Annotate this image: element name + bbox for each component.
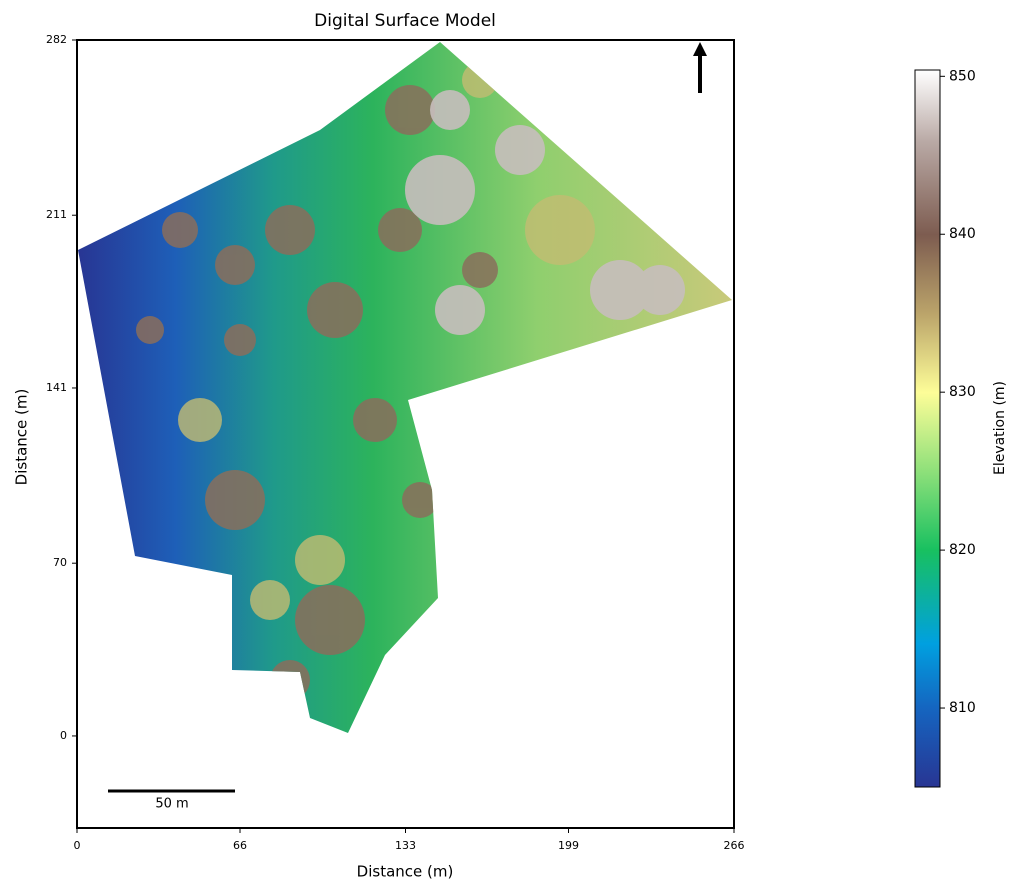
y-tick-label: 0 xyxy=(60,729,67,742)
colorbar-label: Elevation (m) xyxy=(992,381,1008,475)
x-tick-label: 133 xyxy=(395,839,416,852)
colorbar-tick-label: 830 xyxy=(949,384,976,400)
x-tick-label: 66 xyxy=(233,839,247,852)
chart-title: Digital Surface Model xyxy=(314,11,496,31)
x-tick-label: 199 xyxy=(558,839,579,852)
x-axis-label: Distance (m) xyxy=(357,863,454,881)
scale-bar-label: 50 m xyxy=(155,797,188,812)
north-arrow xyxy=(693,42,707,93)
y-tick-label: 211 xyxy=(46,208,67,221)
colorbar xyxy=(914,69,941,788)
y-tick-label: 141 xyxy=(46,381,67,394)
x-tick-label: 0 xyxy=(74,839,81,852)
y-axis-label: Distance (m) xyxy=(13,389,31,486)
colorbar-tick-label: 820 xyxy=(949,542,976,558)
x-tick-label: 266 xyxy=(724,839,745,852)
surface-map xyxy=(78,42,732,733)
y-tick-label: 282 xyxy=(46,33,67,46)
colorbar-tick-label: 810 xyxy=(949,700,976,716)
y-tick-label: 70 xyxy=(53,556,67,569)
colorbar-tick-label: 850 xyxy=(949,68,976,84)
colorbar-tick-label: 840 xyxy=(949,226,976,242)
